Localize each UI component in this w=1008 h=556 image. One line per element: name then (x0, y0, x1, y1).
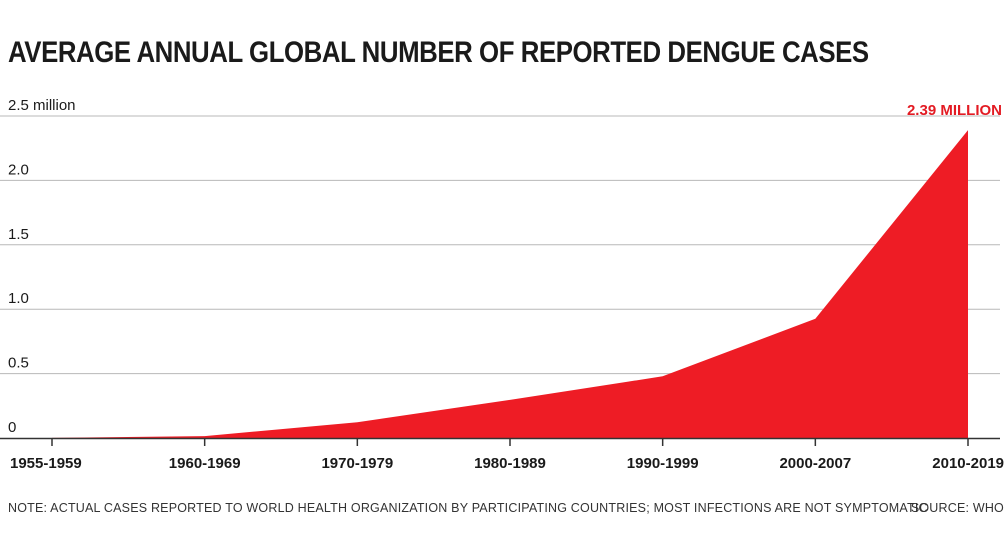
y-tick-label: 2.5 million (8, 97, 76, 114)
x-tick-label: 2000-2007 (779, 455, 851, 472)
area-layer (52, 130, 968, 438)
chart-title: AVERAGE ANNUAL GLOBAL NUMBER OF REPORTED… (8, 36, 869, 69)
y-axis-ticks: 0 0.5 1.0 1.5 2.0 2.5 million (8, 97, 76, 436)
x-tick-label: 1960-1969 (169, 455, 241, 472)
area-series (52, 130, 968, 438)
annotation-layer: 2.39 MILLION (907, 102, 1002, 119)
y-tick-label: 1.0 (8, 290, 29, 307)
x-tick-label: 1955-1959 (10, 455, 82, 472)
x-tick-label: 1990-1999 (627, 455, 699, 472)
y-tick-label: 0.5 (8, 355, 29, 372)
area-chart: 0 0.5 1.0 1.5 2.0 2.5 million 1955-1959 1960-1… (0, 97, 1004, 472)
x-tick-label: 1970-1979 (321, 455, 393, 472)
y-tick-label: 1.5 (8, 226, 29, 243)
x-axis-ticks: 1955-1959 1960-1969 1970-1979 1980-1989 1990… (10, 438, 1004, 472)
source-credit: SOURCE: WHO (910, 501, 1004, 515)
y-tick-label: 2.0 (8, 161, 29, 178)
footnote: NOTE: ACTUAL CASES REPORTED TO WORLD HEA… (8, 501, 928, 515)
x-tick-label: 2010-2019 (932, 455, 1004, 472)
x-tick-label: 1980-1989 (474, 455, 546, 472)
y-tick-label: 0 (8, 419, 16, 436)
annotation-label: 2.39 MILLION (907, 102, 1002, 119)
